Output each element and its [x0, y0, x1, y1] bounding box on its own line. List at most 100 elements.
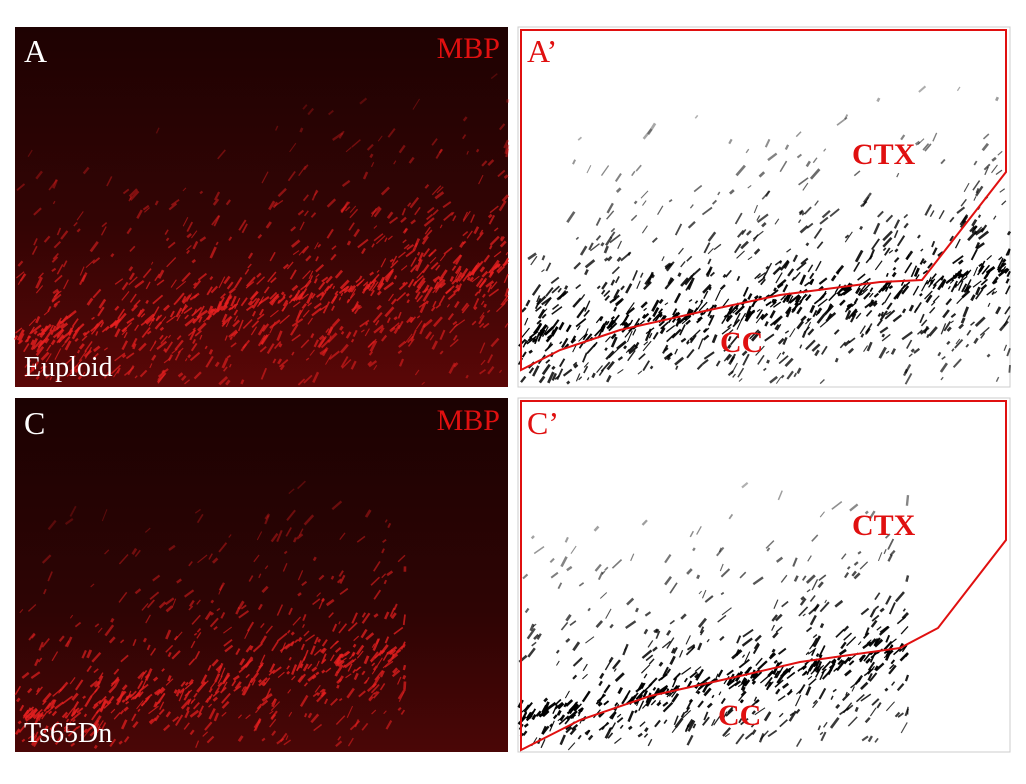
fiber — [846, 704, 854, 711]
fiber — [614, 737, 622, 744]
fiber — [543, 697, 549, 703]
fiber — [108, 685, 117, 694]
fiber — [120, 654, 129, 663]
fiber — [389, 258, 394, 263]
fiber — [869, 707, 877, 717]
fiber — [134, 324, 140, 332]
fiber — [609, 231, 616, 239]
fiber — [919, 313, 925, 324]
fiber — [575, 236, 580, 241]
fiber — [634, 709, 638, 714]
fiber — [224, 335, 228, 341]
fiber — [184, 689, 193, 697]
fiber — [617, 369, 624, 374]
fiber — [271, 730, 277, 737]
fiber — [158, 708, 165, 716]
fiber — [617, 356, 624, 361]
fiber — [897, 712, 904, 718]
fiber — [439, 224, 443, 229]
fiber — [808, 660, 817, 672]
fiber — [282, 263, 290, 270]
fiber — [46, 344, 52, 352]
fiber — [208, 553, 213, 560]
fiber — [763, 367, 767, 372]
fiber — [52, 200, 56, 205]
fiber — [374, 669, 384, 681]
fiber — [932, 295, 940, 303]
fiber — [794, 694, 802, 707]
fiber — [402, 614, 406, 626]
fiber — [175, 714, 184, 726]
fiber — [703, 687, 712, 697]
fiber — [354, 303, 359, 309]
fiber — [533, 633, 540, 641]
fiber — [292, 250, 300, 256]
fiber — [718, 691, 722, 696]
fiber — [846, 565, 851, 570]
fiber — [719, 284, 726, 291]
fiber — [650, 699, 657, 706]
fiber — [291, 318, 304, 327]
fiber — [222, 305, 228, 311]
fiber — [750, 669, 756, 679]
fiber — [182, 216, 189, 227]
fiber — [559, 734, 566, 746]
fiber — [689, 204, 694, 209]
fiber — [358, 690, 366, 698]
fiber — [313, 339, 320, 348]
fiber — [272, 201, 279, 209]
fiber — [806, 317, 811, 322]
fiber — [938, 210, 945, 220]
fiber — [313, 636, 319, 645]
fiber — [851, 686, 855, 692]
fiber — [603, 290, 611, 298]
fiber — [119, 709, 125, 715]
fiber — [415, 258, 423, 272]
fiber — [113, 668, 120, 675]
fiber — [664, 302, 669, 306]
fiber — [24, 712, 31, 720]
fiber — [314, 242, 319, 250]
fiber — [366, 143, 374, 151]
fiber — [888, 664, 897, 675]
fiber — [586, 377, 590, 381]
fiber — [70, 742, 76, 747]
fiber — [666, 261, 675, 272]
fiber — [575, 317, 587, 328]
fiber — [727, 335, 732, 342]
fiber — [260, 334, 269, 345]
fiber — [960, 317, 966, 324]
fiber — [645, 654, 654, 662]
fiber — [805, 294, 812, 302]
fiber — [309, 349, 315, 356]
fiber — [801, 330, 807, 338]
fiber — [121, 281, 129, 291]
fiber — [408, 156, 415, 164]
fiber — [268, 200, 276, 211]
fiber — [871, 698, 880, 706]
fiber — [392, 667, 399, 674]
fiber — [129, 690, 137, 699]
fiber — [541, 269, 545, 273]
fiber — [443, 246, 453, 255]
fiber — [176, 578, 182, 584]
fiber — [1008, 364, 1011, 373]
fiber — [877, 210, 884, 218]
fiber — [741, 654, 746, 658]
fiber — [502, 258, 509, 267]
fiber — [298, 673, 307, 684]
fiber — [462, 270, 472, 282]
fiber — [726, 669, 734, 676]
fiber — [869, 651, 877, 663]
fiber — [820, 731, 827, 742]
fiber — [289, 269, 297, 280]
fiber — [532, 623, 537, 628]
fiber — [774, 260, 782, 266]
fiber — [274, 199, 284, 207]
fiber — [689, 530, 695, 538]
fiber — [772, 298, 778, 305]
fiber — [616, 340, 627, 350]
fiber — [176, 335, 182, 341]
fiber — [168, 544, 176, 552]
region-label: CC — [718, 699, 761, 732]
